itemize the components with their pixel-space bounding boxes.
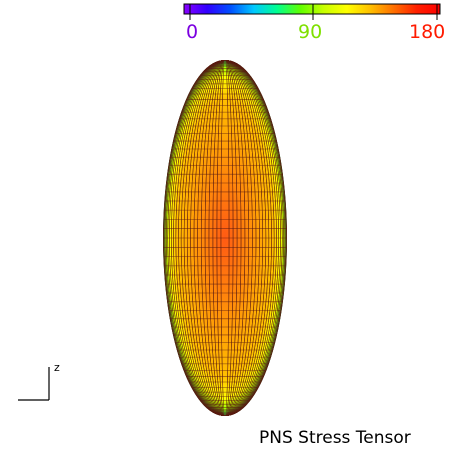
mesh-longitude-line <box>190 60 260 416</box>
mesh-longitude-line <box>163 60 287 416</box>
mesh-longitude-line <box>178 60 272 416</box>
mesh-longitude-line <box>186 60 264 416</box>
mesh-longitude-line <box>175 60 275 416</box>
mesh-longitude-line <box>173 60 277 416</box>
mesh-longitude-line <box>164 60 286 416</box>
mesh-longitude-line <box>163 60 287 416</box>
plot-title: PNS Stress Tensor <box>259 428 411 448</box>
axis-z-label: z <box>54 361 60 374</box>
axis-triad: z <box>18 361 60 401</box>
mesh-longitude-line <box>183 60 267 416</box>
ellipsoid-mesh <box>163 60 287 416</box>
colorbar-label-min: 0 <box>186 21 198 43</box>
mesh-longitude-line <box>163 60 287 416</box>
mesh-longitude-line <box>171 60 279 416</box>
colorbar-label-mid: 90 <box>298 21 322 43</box>
colorbar: 0 90 180 <box>183 3 445 43</box>
mesh-longitude-line <box>193 60 257 416</box>
stress-ellipsoid <box>163 60 287 416</box>
mesh-longitude-line <box>166 60 284 416</box>
mesh-longitude-line <box>180 60 270 416</box>
mesh-longitude-line <box>167 60 283 416</box>
mesh-longitude-line <box>212 60 238 416</box>
mesh-longitude-line <box>169 60 281 416</box>
mesh-longitude-line <box>216 60 234 416</box>
mesh-longitude-line <box>200 60 250 416</box>
mesh-longitude-line <box>204 60 246 416</box>
mesh-longitude-line <box>220 60 230 416</box>
mesh-longitude-line <box>197 60 253 416</box>
colorbar-gradient <box>183 3 441 15</box>
mesh-longitude-line <box>208 60 242 416</box>
colorbar-label-max: 180 <box>409 21 445 43</box>
